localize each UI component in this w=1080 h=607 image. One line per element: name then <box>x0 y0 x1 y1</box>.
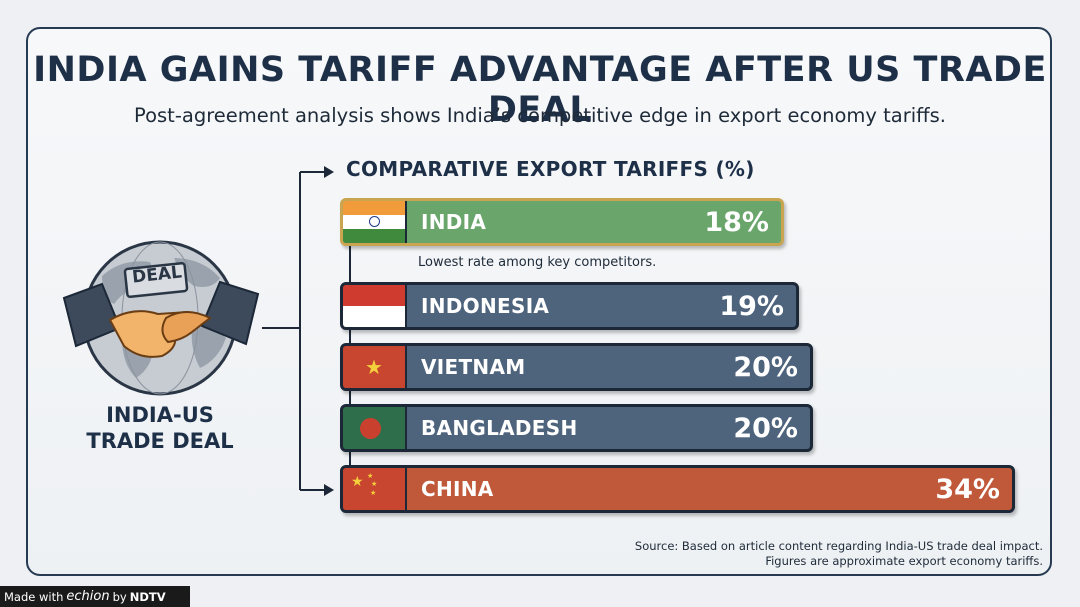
bar-china: ★ ★ ★ ★ CHINA 34% <box>340 465 1015 513</box>
indonesia-flag-icon <box>343 285 407 327</box>
bar-vietnam: ★ VIETNAM 20% <box>340 343 813 391</box>
footer-made-with: Made with <box>4 589 64 604</box>
footer-badge: Made with echion by NDTV <box>0 586 190 607</box>
bar-label-indonesia: INDONESIA <box>421 294 550 318</box>
vietnam-flag-icon: ★ <box>343 346 407 388</box>
bar-bangladesh: BANGLADESH 20% <box>340 404 813 452</box>
bar-value-indonesia: 19% <box>719 290 784 322</box>
bar-india: INDIA 18% <box>340 198 784 246</box>
china-flag-icon: ★ ★ ★ ★ <box>343 468 407 510</box>
chart-title: COMPARATIVE EXPORT TARIFFS (%) <box>346 157 755 181</box>
source-line2: Figures are approximate export economy t… <box>765 554 1043 568</box>
bar-value-vietnam: 20% <box>733 351 798 383</box>
india-flag-icon <box>343 201 407 243</box>
bangladesh-flag-icon <box>343 407 407 449</box>
india-annotation: Lowest rate among key competitors. <box>418 255 657 270</box>
bar-indonesia: INDONESIA 19% <box>340 282 799 330</box>
bar-value-india: 18% <box>704 206 769 238</box>
bar-value-china: 34% <box>935 473 1000 505</box>
source-note: Source: Based on article content regardi… <box>635 539 1043 569</box>
source-line1: Source: Based on article content regardi… <box>634 539 1043 553</box>
deal-badge <box>123 261 189 299</box>
deal-title: INDIA-US TRADE DEAL <box>60 402 260 454</box>
bar-label-china: CHINA <box>421 477 494 501</box>
handshake-globe-icon <box>62 240 260 396</box>
page-subtitle: Post-agreement analysis shows India’s co… <box>134 104 946 127</box>
deal-title-line1: INDIA-US <box>106 403 214 427</box>
footer-by: by <box>112 589 127 604</box>
bar-value-bangladesh: 20% <box>733 412 798 444</box>
footer-publisher: NDTV <box>129 589 166 604</box>
bar-label-vietnam: VIETNAM <box>421 355 526 379</box>
footer-brand: echion <box>66 589 110 604</box>
bar-label-india: INDIA <box>421 210 487 234</box>
deal-title-line2: TRADE DEAL <box>86 429 234 453</box>
page-title: INDIA GAINS TARIFF ADVANTAGE AFTER US TR… <box>33 50 1047 130</box>
bar-label-bangladesh: BANGLADESH <box>421 416 578 440</box>
